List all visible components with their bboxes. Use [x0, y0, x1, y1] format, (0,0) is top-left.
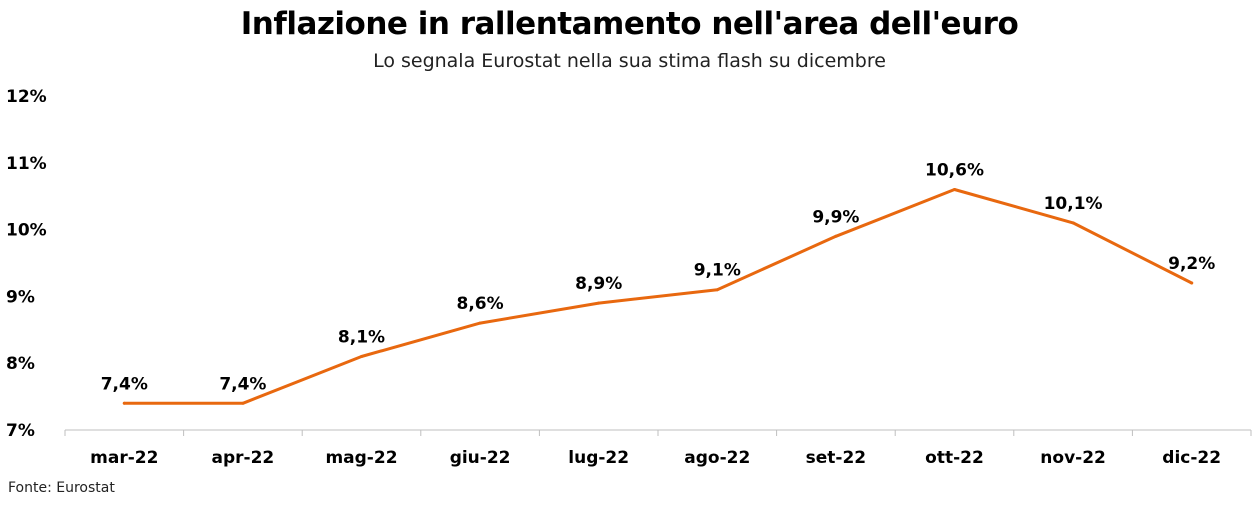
y-axis: 7% 8% 9% 10% 11% 12% — [6, 87, 47, 441]
x-tick-label: ago-22 — [684, 448, 750, 468]
x-axis: mar-22 apr-22 mag-22 giu-22 lug-22 ago-22 set-… — [64, 429, 1252, 468]
data-label: 8,9% — [575, 274, 622, 294]
x-tick-label: giu-22 — [450, 448, 511, 468]
data-point — [478, 321, 482, 325]
x-tick-label: nov-22 — [1040, 448, 1106, 468]
data-label: 10,6% — [925, 161, 984, 181]
data-label: 9,2% — [1168, 254, 1215, 274]
source-note: Fonte: Eurostat — [8, 480, 115, 496]
series-line — [122, 188, 1194, 405]
x-tick-label: dic-22 — [1162, 448, 1221, 468]
data-label: 7,4% — [219, 374, 266, 394]
data-point — [953, 188, 956, 192]
data-point — [241, 401, 245, 405]
data-point — [597, 301, 601, 305]
y-tick-label: 10% — [6, 221, 47, 241]
series-layer — [122, 188, 1194, 405]
chart-subtitle: Lo segnala Eurostat nella sua stima flas… — [373, 50, 886, 72]
data-label: 7,4% — [101, 374, 148, 394]
chart-title: Inflazione in rallentamento nell'area de… — [240, 6, 1019, 42]
data-label: 9,1% — [694, 261, 741, 281]
x-tick-label: set-22 — [806, 448, 867, 468]
data-point — [1190, 281, 1194, 285]
data-point — [715, 288, 719, 292]
data-label: 8,1% — [338, 328, 385, 348]
data-labels: 7,4% 7,4% 8,1% 8,6% 8,9% 9,1% 9,9% 10,6% 10,1% 9,… — [101, 161, 1216, 395]
x-tick-label: lug-22 — [568, 448, 629, 468]
y-tick-label: 12% — [6, 87, 47, 107]
x-tick-label: apr-22 — [212, 448, 275, 468]
data-point — [122, 401, 126, 405]
data-point — [1071, 221, 1075, 225]
y-tick-label: 7% — [6, 421, 35, 441]
y-tick-label: 9% — [6, 287, 35, 307]
x-tick-label: mag-22 — [325, 448, 397, 468]
data-label: 9,9% — [812, 207, 859, 227]
x-tick-label: mar-22 — [90, 448, 158, 468]
data-label: 8,6% — [457, 294, 504, 314]
x-tick-label: ott-22 — [925, 448, 984, 468]
y-tick-label: 11% — [6, 154, 47, 174]
y-tick-label: 8% — [6, 354, 35, 374]
data-point — [360, 355, 363, 359]
data-label: 10,1% — [1044, 194, 1103, 214]
data-point — [834, 234, 838, 238]
